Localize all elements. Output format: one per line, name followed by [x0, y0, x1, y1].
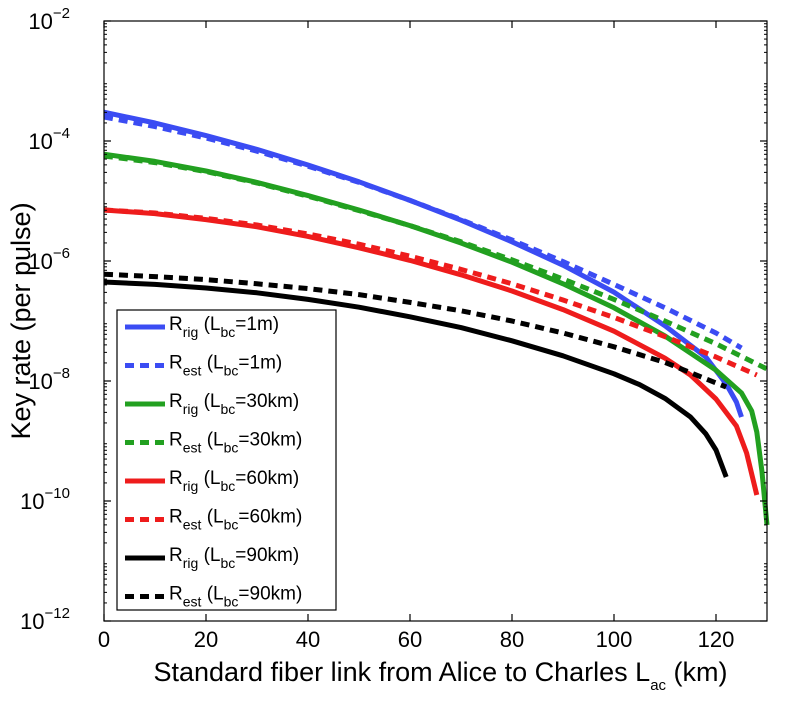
legend-label-part: bc	[224, 594, 239, 610]
x-tick-label: 80	[500, 627, 524, 652]
legend-label-part: (L	[201, 430, 223, 451]
legend-label-part: bc	[224, 363, 239, 379]
legend-label-part: =90km)	[238, 584, 302, 605]
y-tick-base: 10	[20, 609, 44, 634]
legend-label-part: R	[169, 545, 183, 566]
legend-label-rig-90km: Rrig (Lbc=90km)	[169, 545, 299, 571]
series-line-est-90km	[103, 271, 728, 390]
legend-label-part: R	[169, 468, 183, 489]
legend-label-part: =1m)	[235, 314, 279, 335]
legend-label-part: (L	[201, 507, 223, 528]
y-tick-base: 10	[28, 369, 52, 394]
legend: Rrig (Lbc=1m)Rest (Lbc=1m)Rrig (Lbc=30km…	[116, 309, 337, 611]
x-tick-label: 120	[698, 627, 735, 652]
y-tick-base: 10	[28, 9, 52, 34]
y-tick-label: 10−4	[28, 125, 70, 154]
legend-label-part: est	[183, 517, 202, 533]
legend-label-part: =30km)	[238, 430, 302, 451]
legend-label-part: rig	[183, 324, 199, 340]
y-tick-base: 10	[28, 129, 52, 154]
x-tick-label: 60	[398, 627, 422, 652]
legend-label-part: (L	[198, 314, 220, 335]
legend-label-part: R	[169, 430, 183, 451]
legend-label-part: (L	[198, 391, 220, 412]
x-axis-label-sub: ac	[650, 677, 666, 694]
series-line-est-60km	[103, 207, 758, 378]
legend-label-part: =60km)	[238, 507, 302, 528]
series-line-rig-30km	[103, 151, 770, 526]
legend-label-est-30km: Rest (Lbc=30km)	[169, 430, 302, 456]
legend-label-part: est	[183, 594, 202, 610]
legend-label-part: (L	[198, 545, 220, 566]
x-axis-label-unit: (km)	[666, 657, 727, 687]
legend-label-part: est	[183, 440, 202, 456]
legend-label-part: bc	[220, 401, 235, 417]
legend-label-part: est	[183, 363, 202, 379]
legend-label-part: (L	[198, 468, 220, 489]
legend-label-est-60km: Rest (Lbc=60km)	[169, 507, 302, 533]
series-line-est-30km	[103, 153, 769, 372]
y-tick-exponent: −4	[53, 125, 70, 142]
legend-label-part: rig	[183, 401, 199, 417]
y-tick-exponent: −12	[45, 605, 70, 622]
x-tick-label: 100	[596, 627, 633, 652]
y-tick-exponent: −10	[45, 485, 70, 502]
legend-label-part: =90km)	[235, 545, 299, 566]
series-line-est-1m	[103, 114, 743, 351]
legend-label-part: rig	[183, 555, 199, 571]
legend-label-part: R	[169, 507, 183, 528]
series-line-rig-90km	[103, 279, 729, 478]
y-tick-label: 10−10	[20, 485, 70, 514]
legend-label-part: (L	[201, 584, 223, 605]
y-tick-base: 10	[20, 489, 44, 514]
y-tick-label: 10−8	[28, 365, 70, 394]
legend-label-part: =60km)	[235, 468, 299, 489]
x-axis-label-main: Standard fiber link from Alice to Charle…	[153, 657, 650, 687]
series-layer	[103, 109, 770, 526]
y-tick-label: 10−2	[28, 5, 70, 34]
legend-label-part: R	[169, 584, 183, 605]
y-tick-base: 10	[28, 249, 52, 274]
y-tick-label: 10−6	[28, 245, 70, 274]
legend-label-est-90km: Rest (Lbc=90km)	[169, 584, 302, 610]
legend-label-part: =1m)	[238, 353, 282, 374]
legend-label-part: (L	[201, 353, 223, 374]
legend-label-part: bc	[220, 324, 235, 340]
legend-label-part: rig	[183, 478, 199, 494]
y-tick-exponent: −2	[53, 5, 70, 22]
x-tick-label: 20	[194, 627, 218, 652]
x-tick-label: 40	[296, 627, 320, 652]
legend-label-part: R	[169, 314, 183, 335]
legend-label-rig-60km: Rrig (Lbc=60km)	[169, 468, 299, 494]
legend-label-part: R	[169, 353, 183, 374]
legend-label-est-1m: Rest (Lbc=1m)	[169, 353, 282, 379]
x-axis-label: Standard fiber link from Alice to Charle…	[153, 657, 727, 694]
legend-label-rig-1m: Rrig (Lbc=1m)	[169, 314, 279, 340]
y-tick-exponent: −8	[53, 365, 70, 382]
axes-box	[103, 20, 768, 622]
legend-label-rig-30km: Rrig (Lbc=30km)	[169, 391, 299, 417]
legend-label-part: bc	[220, 555, 235, 571]
x-tick-label: 0	[98, 627, 110, 652]
legend-label-part: bc	[224, 440, 239, 456]
legend-label-part: bc	[224, 517, 239, 533]
y-axis-label: Key rate (per pulse)	[6, 202, 36, 439]
legend-label-part: bc	[220, 478, 235, 494]
legend-label-part: R	[169, 391, 183, 412]
ticks-layer: 0 20 40 60 80 100 12010−1210−1010−810−610−410−…	[20, 5, 767, 652]
y-tick-label: 10−12	[20, 605, 70, 634]
legend-label-part: =30km)	[235, 391, 299, 412]
y-tick-exponent: −6	[53, 245, 70, 262]
